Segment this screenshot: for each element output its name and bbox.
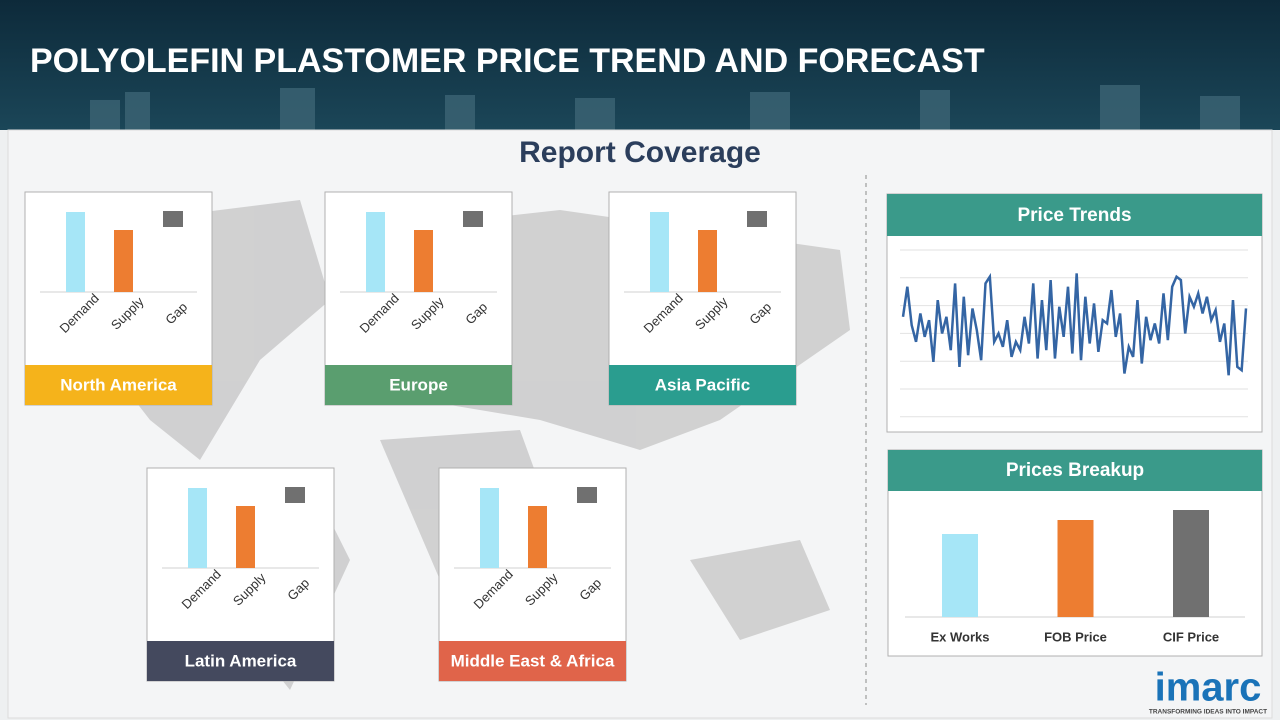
subtitle: Report Coverage: [519, 136, 761, 169]
region-label-bg: [439, 641, 626, 681]
logo-name: imarc: [1155, 666, 1262, 710]
region-label: Middle East & Africa: [451, 651, 615, 670]
logo: imarc TRANSFORMING IDEAS INTO IMPACT: [1149, 666, 1267, 716]
region-label: Europe: [389, 375, 448, 394]
bar: [528, 506, 547, 568]
region-label-bg: [325, 365, 512, 405]
title: POLYOLEFIN PLASTOMER PRICE TREND AND FOR…: [30, 42, 985, 80]
category-label: FOB Price: [1044, 629, 1107, 644]
gap-marker: [463, 211, 483, 227]
gap-marker: [577, 487, 597, 503]
gap-marker: [163, 211, 183, 227]
category-label: CIF Price: [1163, 629, 1219, 644]
bar: [66, 212, 85, 292]
bar: [480, 488, 499, 568]
trend-line: [901, 272, 1248, 376]
bar: [1173, 510, 1209, 617]
bar: [414, 230, 433, 292]
bar: [942, 534, 978, 617]
skyline: [90, 85, 1240, 130]
logo-tagline: TRANSFORMING IDEAS INTO IMPACT: [1149, 709, 1267, 716]
region-label: Latin America: [185, 651, 297, 670]
region-label: North America: [60, 375, 177, 394]
bar: [114, 230, 133, 292]
bar: [698, 230, 717, 292]
region-label: Asia Pacific: [655, 375, 750, 394]
header: [0, 0, 1280, 130]
bar: [1057, 520, 1094, 617]
gap-marker: [285, 487, 305, 503]
bar: [236, 506, 255, 568]
region-label-bg: [609, 365, 796, 405]
region-label-bg: [25, 365, 212, 405]
category-label: Ex Works: [930, 629, 989, 644]
breakup-title: Prices Breakup: [1006, 460, 1144, 481]
trend-header: [887, 194, 1262, 236]
bar: [188, 488, 207, 568]
bar: [650, 212, 669, 292]
breakup-header: [888, 450, 1262, 491]
region-label-bg: [147, 641, 334, 681]
gap-marker: [747, 211, 767, 227]
bar: [366, 212, 385, 292]
trend-title: Price Trends: [1017, 205, 1131, 226]
